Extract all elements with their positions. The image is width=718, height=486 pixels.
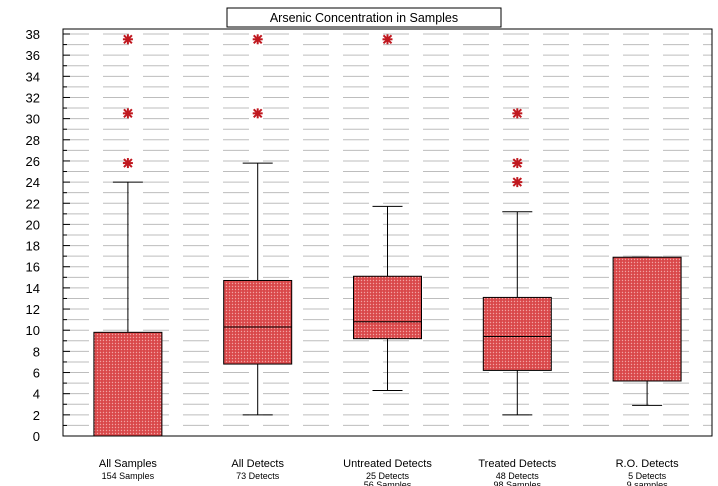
outlier-marker	[512, 177, 523, 188]
x-category-sublabel: 98 Samples	[494, 480, 542, 486]
x-category-sublabel: 9 samples	[627, 480, 669, 486]
iqr-box	[612, 256, 682, 382]
x-category-sublabel: 56 Samples	[364, 480, 412, 486]
y-tick-label: 30	[26, 112, 40, 127]
iqr-box	[482, 296, 552, 371]
outlier-marker	[252, 34, 263, 45]
y-tick-label: 8	[33, 344, 40, 359]
outlier-marker	[122, 34, 133, 45]
iqr-box	[93, 331, 163, 437]
y-tick-label: 20	[26, 217, 40, 232]
y-tick-label: 32	[26, 90, 40, 105]
box-group	[353, 34, 422, 392]
y-tick-label: 12	[26, 302, 40, 317]
x-category-sublabel: 154 Samples	[102, 471, 155, 481]
x-category-sublabel: 73 Detects	[236, 471, 280, 481]
y-tick-label: 28	[26, 133, 40, 148]
outlier-marker	[122, 158, 133, 169]
y-tick-label: 24	[26, 175, 40, 190]
box-group	[223, 34, 293, 416]
iqr-box	[223, 279, 293, 365]
x-category-sublabel: 48 Detects	[496, 471, 540, 481]
x-category-label: All Samples	[99, 458, 158, 470]
x-category-sublabel: 5 Detects	[628, 471, 667, 481]
x-category-label: All Detects	[231, 458, 284, 470]
y-tick-label: 2	[33, 408, 40, 423]
chart-title: Arsenic Concentration in Samples	[270, 11, 458, 25]
y-tick-label: 18	[26, 239, 40, 254]
y-tick-label: 10	[26, 323, 40, 338]
y-tick-label: 22	[26, 196, 40, 211]
y-tick-label: 0	[33, 429, 40, 444]
y-tick-label: 36	[26, 48, 40, 63]
y-tick-label: 14	[26, 281, 40, 296]
y-tick-label: 4	[33, 387, 40, 402]
y-tick-label: 6	[33, 366, 40, 381]
outlier-marker	[252, 108, 263, 119]
plot-area-frame	[62, 28, 713, 437]
outlier-marker	[512, 158, 523, 169]
outlier-marker	[512, 108, 523, 119]
chart-title-box: Arsenic Concentration in Samples	[226, 7, 502, 28]
y-tick-label: 16	[26, 260, 40, 275]
box-group	[482, 108, 552, 416]
box-group	[93, 34, 163, 437]
x-category-label: R.O. Detects	[616, 458, 679, 470]
box-group	[612, 256, 682, 406]
iqr-box	[353, 275, 422, 340]
x-category-label: Treated Detects	[478, 458, 556, 470]
x-category-sublabel: 25 Detects	[366, 471, 410, 481]
y-tick-label: 38	[26, 27, 40, 42]
outlier-marker	[122, 108, 133, 119]
x-category-label: Untreated Detects	[343, 458, 432, 470]
outlier-marker	[382, 34, 393, 45]
y-tick-label: 26	[26, 154, 40, 169]
y-tick-label: 34	[26, 69, 40, 84]
